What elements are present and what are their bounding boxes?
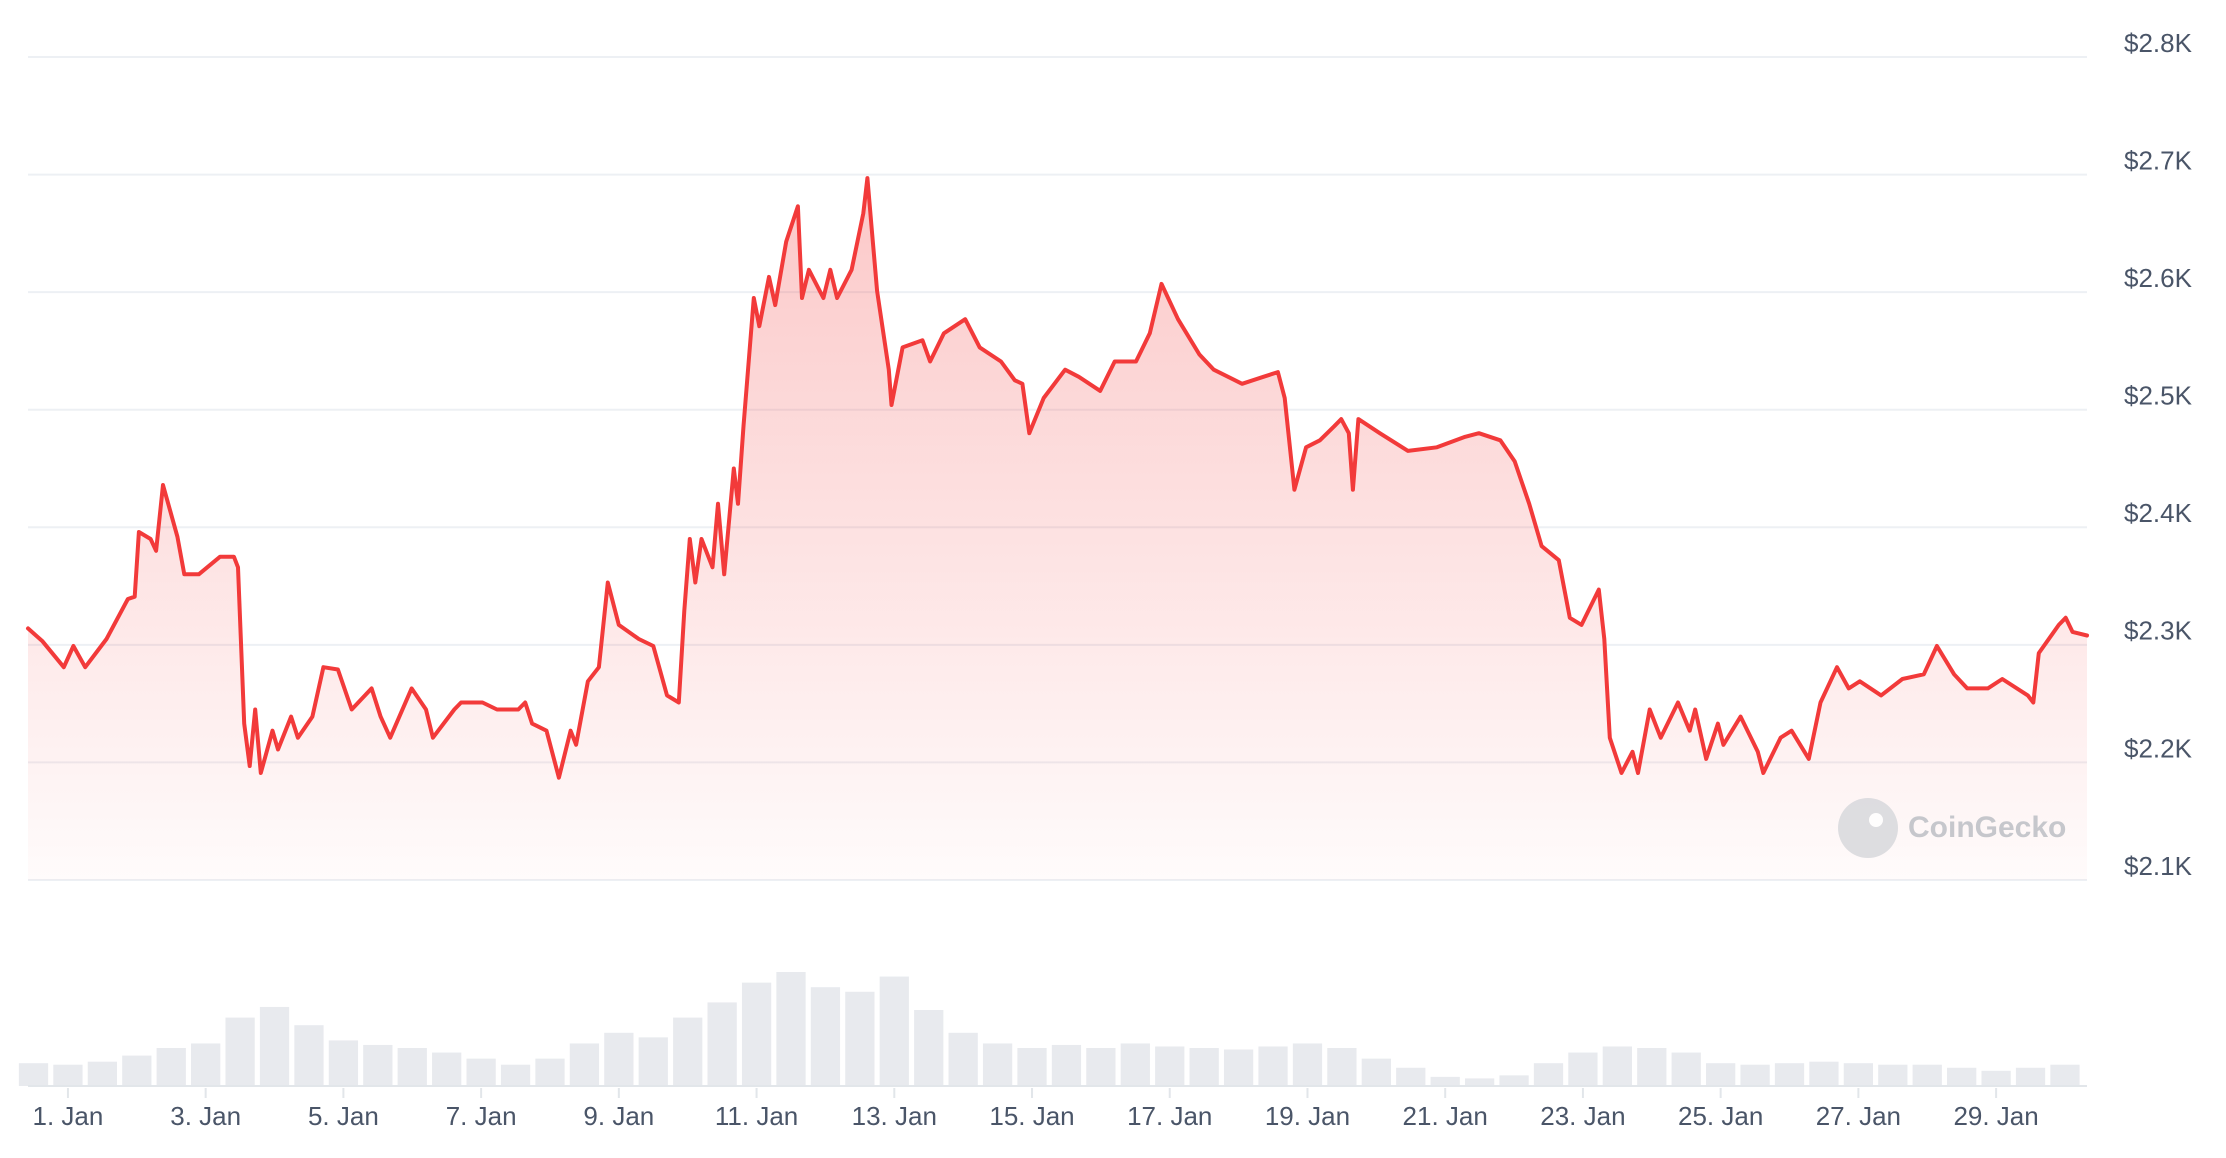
plot (26, 176, 2089, 881)
volume-bar (1086, 1048, 1116, 1086)
x-tick-label: 15. Jan (989, 1101, 1074, 1131)
volume-bar (1464, 1078, 1495, 1086)
x-tick-label: 19. Jan (1265, 1101, 1350, 1131)
volume-bar (191, 1043, 221, 1086)
volume-bar (982, 1043, 1013, 1086)
volume-bar (259, 1006, 290, 1086)
watermark-text: CoinGecko (1908, 811, 2066, 844)
volume-bar (500, 1064, 531, 1086)
volume-bar (1533, 1063, 1564, 1086)
price-area (28, 178, 2087, 881)
volume-bar (87, 1061, 118, 1086)
volume-bar (1602, 1046, 1632, 1086)
volume-bar (1740, 1064, 1770, 1086)
x-tick-label: 3. Jan (170, 1101, 241, 1131)
volume-bar (2015, 1067, 2046, 1086)
volume-bar (741, 982, 772, 1086)
volume-bar (604, 1032, 634, 1086)
volume-bar (1912, 1064, 1942, 1086)
volume-bar (432, 1052, 462, 1086)
y-tick-label: $2.4K (2124, 498, 2193, 528)
volume-bar (1809, 1061, 1839, 1086)
volume-bar (1878, 1064, 1908, 1086)
volume-bar (1981, 1070, 2011, 1086)
x-tick-label: 17. Jan (1127, 1101, 1212, 1131)
volume-bar (225, 1017, 255, 1086)
volume-bar (1155, 1046, 1185, 1086)
volume-bar (845, 991, 875, 1086)
volume-bar (2050, 1064, 2080, 1086)
volume-bar (294, 1025, 324, 1086)
y-tick-label: $2.5K (2124, 381, 2193, 411)
volume-bar (1189, 1048, 1219, 1086)
x-tick-label: 23. Jan (1540, 1101, 1625, 1131)
y-tick-label: $2.7K (2124, 145, 2193, 175)
y-tick-label: $2.1K (2124, 851, 2193, 881)
volume-bar (1292, 1043, 1323, 1086)
volume-bar (466, 1058, 496, 1086)
x-tick-label: 7. Jan (446, 1101, 517, 1131)
x-tick-label: 13. Jan (852, 1101, 937, 1131)
volume-bar (1637, 1048, 1667, 1086)
volume-bar (1258, 1046, 1288, 1086)
volume-bar (53, 1064, 83, 1086)
volume-bar (776, 972, 806, 1086)
volume-bar (535, 1058, 565, 1086)
x-tick-label: 9. Jan (583, 1101, 654, 1131)
volume-bar (1499, 1075, 1529, 1086)
watermark-eye (1869, 813, 1883, 827)
price-line (26, 176, 2089, 780)
volume-bar (1843, 1063, 1874, 1086)
watermark: CoinGecko (1838, 798, 2066, 858)
volume-bar (1396, 1067, 1426, 1086)
y-tick-label: $2.3K (2124, 616, 2193, 646)
watermark-logo (1838, 798, 1898, 858)
volume-bar (1017, 1048, 1047, 1086)
volume-bar (328, 1040, 359, 1086)
volume-bar (1223, 1049, 1254, 1086)
x-tick-label: 1. Jan (33, 1101, 104, 1131)
volume-bar (1327, 1048, 1357, 1086)
volume-bar (1430, 1076, 1460, 1086)
x-tick-label: 29. Jan (1953, 1101, 2038, 1131)
y-tick-label: $2.8K (2124, 28, 2193, 58)
volume-bar (569, 1043, 600, 1086)
x-tick-label: 21. Jan (1403, 1101, 1488, 1131)
axes: $2.1K $2.2K $2.3K $2.4K $2.5K $2.6K $2.7K $2.8K… (33, 28, 2193, 1131)
volume-bar (1120, 1043, 1150, 1086)
volume-bar (1568, 1052, 1598, 1086)
volume-bar (156, 1048, 186, 1086)
y-tick-label: $2.6K (2124, 263, 2193, 293)
volume-bar (948, 1032, 978, 1086)
x-tick-label: 27. Jan (1816, 1101, 1901, 1131)
volume-bar (673, 1017, 703, 1086)
volume-bar (1774, 1063, 1805, 1086)
volume-bar (397, 1048, 427, 1086)
volume-bar (638, 1037, 668, 1086)
volume-bars (18, 972, 2087, 1087)
volume-bar (879, 976, 909, 1086)
volume-bar (914, 1010, 944, 1086)
volume-bar (1671, 1052, 1701, 1086)
volume-bar (707, 1002, 737, 1086)
volume-bar (1706, 1063, 1736, 1086)
volume-bar (1051, 1044, 1082, 1086)
x-tick-label: 25. Jan (1678, 1101, 1763, 1131)
volume-bar (1947, 1067, 1977, 1086)
volume-bar (363, 1044, 393, 1086)
x-tick-label: 11. Jan (715, 1101, 798, 1131)
x-tick-label: 5. Jan (308, 1101, 379, 1131)
volume-bar (18, 1063, 49, 1086)
volume-bar (810, 987, 841, 1086)
volume-bar (122, 1055, 152, 1086)
y-tick-label: $2.2K (2124, 733, 2193, 763)
volume-bar (1361, 1058, 1391, 1086)
